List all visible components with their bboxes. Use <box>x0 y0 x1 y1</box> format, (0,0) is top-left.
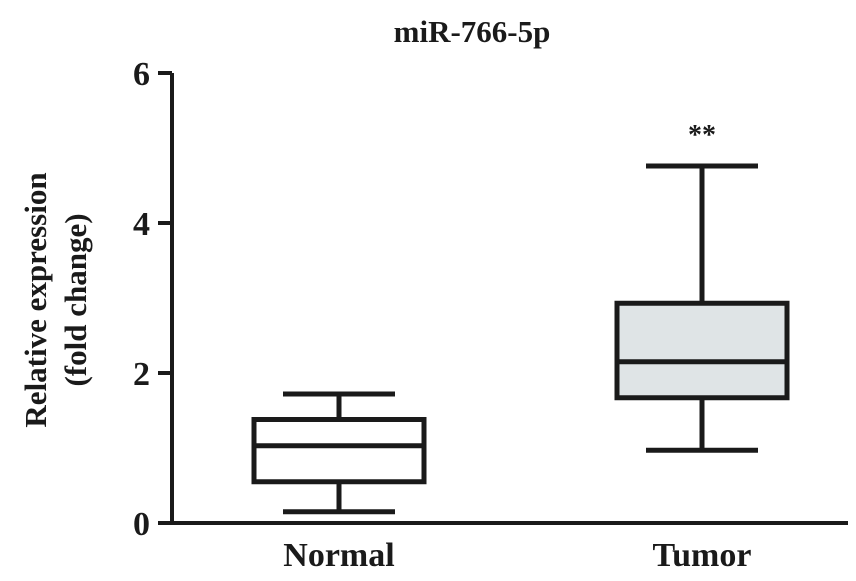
y-tick-label: 6 <box>133 56 150 93</box>
y-tick-label: 2 <box>133 356 150 393</box>
x-category-label: Normal <box>283 537 394 574</box>
box-iqr <box>251 417 427 485</box>
box-tumor: ** <box>614 120 790 453</box>
box-iqr <box>614 300 790 401</box>
box-series: ** <box>251 120 790 515</box>
significance-annotation: ** <box>688 120 716 151</box>
x-axis-category-labels: Normal Tumor <box>283 537 751 574</box>
chart-title: miR-766-5p <box>394 14 551 49</box>
y-tick-label: 0 <box>133 506 150 543</box>
y-axis-ticks: 0 2 4 6 <box>133 56 172 543</box>
y-tick-label: 4 <box>133 206 150 243</box>
y-axis-label-line-2: (fold change) <box>58 213 93 386</box>
y-axis-label-line-1: Relative expression <box>18 172 53 427</box>
x-category-label: Tumor <box>653 537 752 574</box>
y-axis-label: Relative expression (fold change) <box>18 172 93 427</box>
box-normal <box>251 391 427 515</box>
